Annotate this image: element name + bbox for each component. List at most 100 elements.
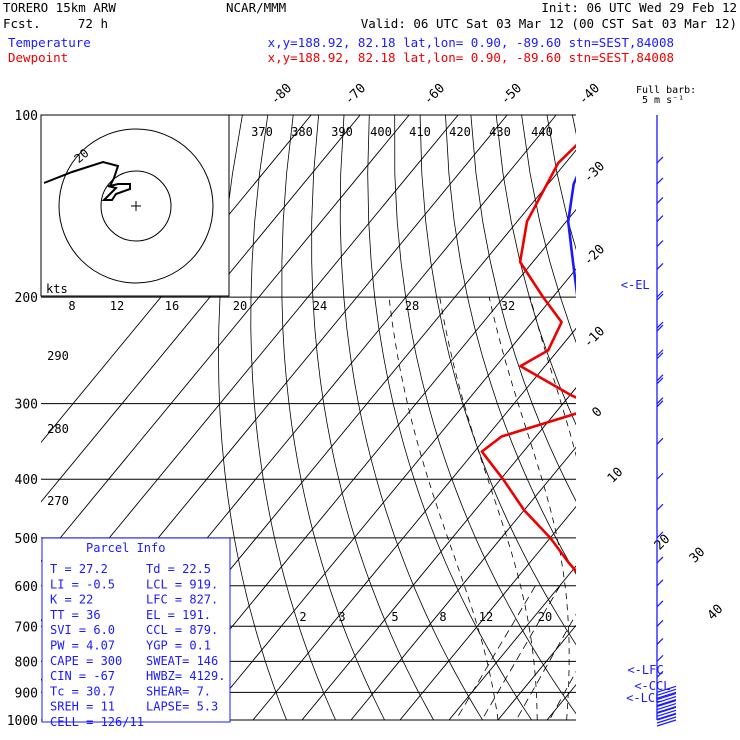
theta-e-side-label: 280 (47, 422, 69, 436)
hodograph-unit: kts (46, 282, 68, 296)
wind-barb (656, 600, 664, 608)
sounding-series (480, 143, 576, 573)
pressure-tick-label: 400 (15, 473, 38, 488)
wind-barb (656, 503, 664, 511)
theta-e-label: 430 (489, 125, 511, 139)
moist-adiabat (388, 297, 499, 720)
parcel-level-label: <-EL (621, 278, 650, 292)
wind-barb (656, 719, 677, 727)
theta-e-label: 420 (449, 125, 471, 139)
mixing-ratio-label: 5 (391, 610, 398, 624)
moist-adiabat (665, 297, 740, 720)
wind-barb (656, 688, 677, 696)
wind-barb (656, 400, 664, 408)
legend-temperature-label: Temperature (8, 35, 91, 50)
isotherm-label: -20 (581, 242, 608, 269)
mixing-ratio-label: 20 (538, 610, 552, 624)
wind-barb (656, 716, 677, 724)
wind-barb (656, 352, 664, 360)
wind-barb (656, 670, 664, 678)
wind-barb (656, 377, 664, 385)
wind-barb (656, 713, 677, 721)
mixing-ratio-line (573, 586, 652, 733)
mixing-ratio-line (613, 586, 690, 733)
wind-barb (656, 698, 677, 707)
theta-e-label: 370 (251, 125, 273, 139)
mixing-ratio-label: 12 (479, 610, 493, 624)
isotherm-label: -60 (421, 81, 448, 108)
legend-dewpoint-info: x,y=188.92, 82.18 lat,lon= 0.90, -89.60 … (268, 50, 674, 65)
isotherm-line (683, 115, 740, 733)
mixing-ratio-line (481, 585, 561, 720)
moist-adiabat (625, 297, 661, 720)
speed-label: 24 (313, 299, 327, 313)
isotherm-label: -10 (581, 324, 608, 351)
dry-adiabat (598, 115, 740, 733)
wind-barb (656, 579, 664, 587)
wind-barb (656, 531, 664, 539)
mixing-ratio-label: 3 (338, 610, 345, 624)
legend-temperature-info: x,y=188.92, 82.18 lat,lon= 0.90, -89.60 … (268, 35, 674, 50)
mixing-ratio-label: 2 (299, 610, 306, 624)
mixing-ratio-label: 8 (439, 610, 446, 624)
mixing-ratio-line (455, 585, 536, 720)
pressure-tick-label: 500 (15, 532, 38, 547)
isotherm-line (203, 268, 576, 720)
isotherm-line (252, 327, 576, 720)
wind-barb (656, 240, 664, 248)
isotherm-label: 20 (652, 532, 674, 554)
wind-barb (656, 709, 677, 717)
legend-dewpoint-label: Dewpoint (8, 50, 68, 65)
pressure-tick-label: 100 (15, 109, 38, 124)
theta-e-label: 440 (531, 125, 553, 139)
speed-label: 20 (233, 299, 247, 313)
center-label: NCAR/MMM (226, 0, 286, 15)
theta-e-side-label: 290 (47, 349, 69, 363)
dry-adiabat (699, 115, 740, 733)
parcel-level-label: <-LFC (627, 663, 663, 677)
speed-label: 12 (110, 299, 124, 313)
barb-legend-units: 5 m s⁻¹ (642, 95, 684, 106)
parcel-info-right: LCL = 919. (146, 577, 218, 591)
parcel-info-left: T = 27.2 (50, 562, 108, 576)
wind-barb (656, 374, 664, 382)
wind-barb (656, 397, 664, 405)
wind-barb (656, 324, 664, 332)
wind-barb (656, 156, 664, 164)
isotherm-line (41, 115, 361, 503)
theta-e-label: 390 (331, 125, 353, 139)
parcel-level-label: <-LCL (626, 691, 662, 705)
wind-barb (656, 699, 677, 708)
dry-adiabat (367, 115, 533, 720)
theta-e-label: 400 (370, 125, 392, 139)
pressure-tick-label: 800 (15, 655, 38, 670)
wind-barb (656, 637, 664, 645)
isotherm-label: 0 (589, 404, 605, 420)
dry-adiabat (649, 115, 740, 733)
isotherm-label: -30 (581, 159, 608, 186)
dry-adiabat (725, 115, 740, 733)
dry-adiabat (495, 115, 576, 426)
parcel-info-left: CAPE = 300 (50, 654, 122, 668)
isotherm-label: -50 (498, 81, 525, 108)
fcst-label: Fcst. (3, 16, 41, 31)
isotherm-line (41, 115, 459, 622)
parcel-info-right: SHEAR= 7. (146, 684, 211, 698)
parcel-info-right: HWBZ= 4129. (146, 669, 225, 683)
dry-adiabat (674, 115, 740, 733)
wind-barbs (656, 115, 677, 727)
dry-adiabat (470, 115, 576, 502)
wind-barb (656, 290, 664, 298)
theta-e-side-label: 270 (47, 494, 69, 508)
model-title: TORERO 15km ARW (3, 0, 116, 15)
parcel-info-left: LI = -0.5 (50, 577, 115, 591)
wind-barb (656, 293, 664, 301)
dry-adiabat (339, 115, 484, 720)
wind-barb (656, 685, 677, 693)
speed-label: 28 (405, 299, 419, 313)
dry-adiabat (521, 115, 576, 344)
isotherm-label: 30 (687, 545, 709, 567)
wind-barb (656, 321, 664, 329)
wind-barb (656, 654, 664, 662)
